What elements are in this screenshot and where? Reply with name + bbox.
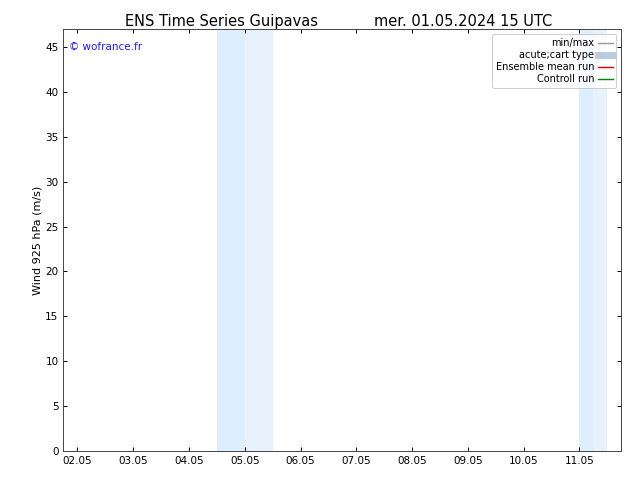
Legend: min/max, acute;cart type, Ensemble mean run, Controll run: min/max, acute;cart type, Ensemble mean … — [492, 34, 616, 88]
Text: mer. 01.05.2024 15 UTC: mer. 01.05.2024 15 UTC — [373, 14, 552, 29]
Text: © wofrance.fr: © wofrance.fr — [69, 42, 142, 52]
Bar — [593, 29, 607, 451]
Bar — [217, 29, 245, 451]
Y-axis label: Wind 925 hPa (m/s): Wind 925 hPa (m/s) — [32, 186, 42, 294]
Bar — [579, 29, 593, 451]
Bar — [245, 29, 273, 451]
Text: ENS Time Series Guipavas: ENS Time Series Guipavas — [126, 14, 318, 29]
